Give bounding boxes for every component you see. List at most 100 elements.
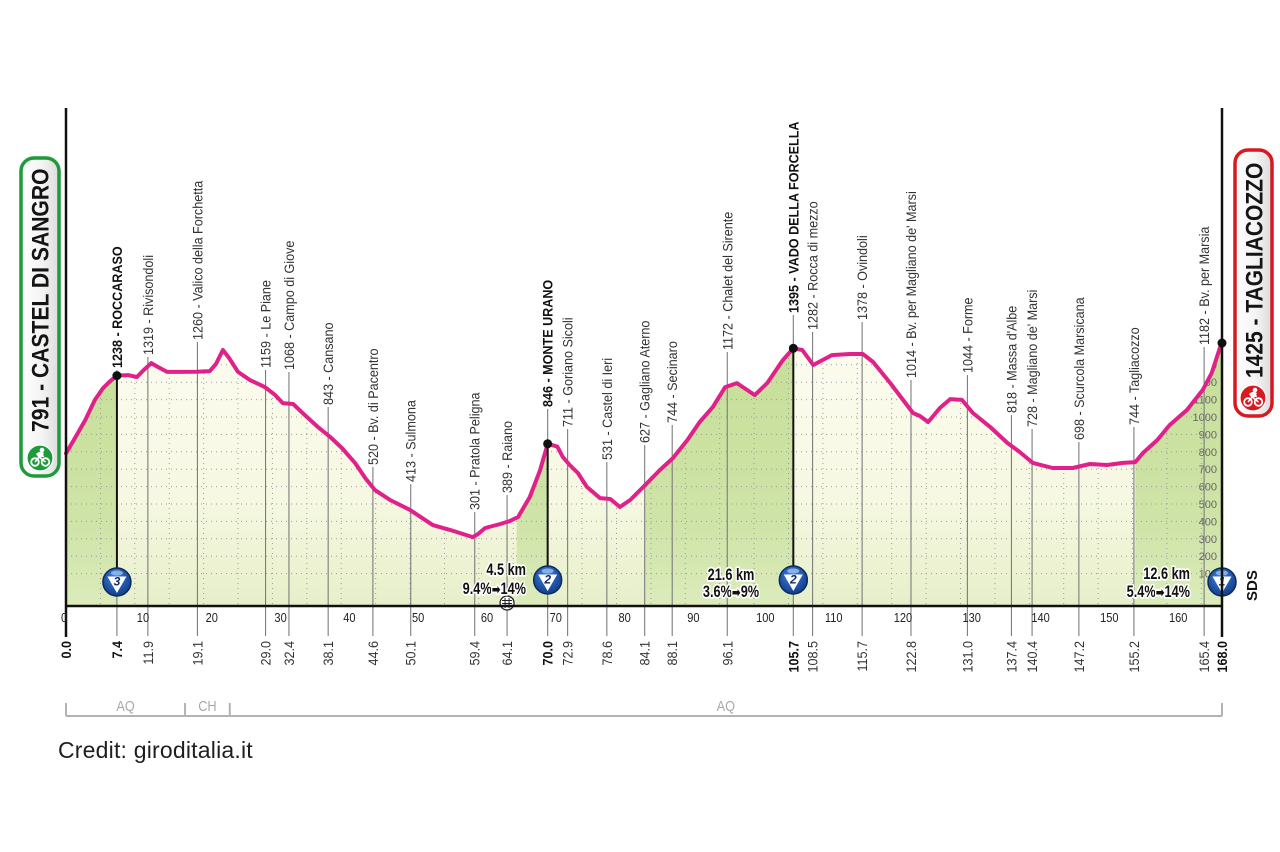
km-marker-label: 29.0	[258, 641, 274, 665]
y-tick-label: 300	[1199, 534, 1217, 546]
waypoint-label: 520 - Bv. di Pacentro	[365, 348, 381, 465]
climb-shading	[1135, 343, 1222, 606]
arrow-right-icon: ➡	[492, 582, 501, 598]
km-marker-label: 137.4	[1004, 641, 1020, 672]
start-finish-layer: 791 - CASTEL DI SANGRO 1425 - TAGLIACOZZO	[19, 148, 1274, 478]
credit-text: Credit: giroditalia.it	[58, 737, 253, 763]
km-marker-label: 50.1	[403, 641, 419, 665]
kom-triangle-icon	[783, 574, 803, 591]
waypoint-label: 301 - Pratola Peligna	[467, 392, 483, 510]
x-tick-label: 10	[137, 610, 150, 625]
km-marker-label: 72.9	[560, 641, 576, 665]
y-tick-label: 1100	[1193, 395, 1217, 407]
waypoint-label: 1238 - ROCCARASO	[109, 246, 125, 368]
km-marker-label: 155.2	[1126, 641, 1142, 672]
waypoint-lines-layer	[116, 315, 1205, 636]
waypoint-label: 1395 - VADO DELLA FORCELLA	[786, 121, 802, 313]
y-tick-label: 1000	[1193, 412, 1217, 424]
km-marker-label: 147.2	[1071, 641, 1087, 672]
rider-head	[39, 447, 45, 453]
km-marker-label: 44.6	[365, 641, 381, 665]
climb-markers-layer: 3221SDS	[102, 338, 1261, 611]
region-label: AQ	[116, 697, 135, 714]
start-bicycle-icon	[26, 444, 54, 472]
finish-box-frame	[1233, 148, 1274, 418]
climb-info-layer: 4.5 km9.4%➡14%21.6 km3.6%➡9%12.6 km5.4%➡…	[461, 559, 1191, 603]
km-marker-label: 11.9	[140, 641, 156, 665]
kom-category-icon: 2	[778, 565, 809, 595]
x-tick-label: 80	[618, 610, 631, 625]
x-tick-label: 70	[550, 610, 563, 625]
bicycle-wheel-rear	[30, 457, 40, 467]
km-marker-label: 78.6	[599, 641, 615, 665]
x-tick-label: 160	[1169, 610, 1188, 625]
kom-triangle-icon	[538, 574, 558, 591]
x-tick-label: 140	[1031, 610, 1050, 625]
y-tick-label: 200	[1199, 551, 1217, 563]
km-marker-label: 105.7	[786, 641, 802, 672]
x-tick-label: 150	[1100, 610, 1119, 625]
climb-length: 12.6 km	[1143, 564, 1190, 583]
gradient-max: 14%	[500, 579, 526, 598]
x-tick-label: 90	[687, 610, 700, 625]
x-tick-label: 30	[274, 610, 287, 625]
km-marker-label: 131.0	[960, 641, 976, 672]
x-tick-label: 40	[343, 610, 356, 625]
arrow-right-icon: ➡	[1156, 585, 1165, 601]
gradient-max: 9%	[741, 582, 759, 601]
waypoint-label: 843 - Cansano	[321, 322, 337, 405]
waypoint-label: 1044 - Forme	[960, 297, 976, 373]
start-location-label: 791 - CASTEL DI SANGRO	[27, 168, 54, 432]
km-marker-label: 96.1	[720, 641, 736, 665]
km-marker-label: 70.0	[540, 641, 556, 665]
kom-triangle-icon	[107, 576, 127, 593]
climb-gradient: 3.6%➡9%	[703, 582, 759, 601]
km-marker-label: 64.1	[499, 641, 515, 665]
waypoint-label: 744 - Tagliacozzo	[1126, 327, 1142, 425]
profile-fill-layer	[66, 343, 1222, 606]
region-label: AQ	[717, 697, 736, 714]
arrow-right-icon: ➡	[732, 585, 741, 601]
x-tick-label: 110	[825, 610, 843, 625]
waypoint-label: 627 - Gagliano Aterno	[637, 321, 653, 443]
y-tick-label: 400	[1199, 516, 1217, 528]
elevation-line	[64, 341, 1224, 540]
waypoint-label: 1378 - Ovindoli	[855, 235, 871, 320]
climb-gradient: 9.4%➡14%	[463, 579, 526, 598]
km-marker-label: 84.1	[637, 641, 653, 665]
waypoint-label: 698 - Scurcola Marsicana	[1071, 297, 1087, 440]
gradient-average: 9.4%	[463, 579, 492, 598]
climb-length: 4.5 km	[486, 560, 526, 579]
y-tick-label: 700	[1199, 464, 1217, 476]
waypoint-labels-layer: 1238 - ROCCARASO 7.4 1319 - Rivisondoli 11.…	[58, 121, 1230, 672]
gradient-max: 14%	[1164, 582, 1190, 601]
km-marker-label: 7.4	[109, 640, 125, 658]
x-tick-label: 100	[756, 610, 775, 625]
km-marker-label: 38.1	[321, 641, 337, 665]
km-marker-label: 165.4	[1196, 641, 1212, 672]
km-marker-finish: 168.0	[1214, 641, 1230, 672]
kom-category-icon: 2	[532, 565, 563, 595]
sds-label: SDS	[1244, 570, 1261, 601]
elevation-line-layer	[64, 341, 1224, 540]
km-marker-label: 140.4	[1024, 641, 1040, 672]
bicycle-wheel-front	[40, 457, 51, 467]
waypoint-label: 389 - Raiano	[499, 421, 515, 493]
waypoint-label: 711 - Goriano Sicoli	[560, 317, 576, 427]
bicycle-wheel-front	[1253, 397, 1264, 407]
rider-head	[1252, 387, 1258, 393]
y-tick-label: 500	[1199, 499, 1217, 511]
axes-layer: 0 10 20 30 40 50 60 70 80 90 100 110 120 130 140 150 160	[61, 108, 1224, 637]
start-location-box: 791 - CASTEL DI SANGRO	[19, 156, 61, 478]
gradient-average: 3.6%	[703, 582, 732, 601]
km-marker-label: 115.7	[855, 641, 871, 672]
waypoint-label: 413 - Sulmona	[403, 400, 419, 482]
kom-category-icon: 3	[102, 567, 132, 597]
km-marker-label: 108.5	[805, 641, 821, 672]
x-tick-label: 20	[206, 610, 219, 625]
rider-body	[1249, 391, 1257, 397]
start-box-frame	[19, 156, 61, 478]
kom-icon-highlight	[787, 568, 800, 574]
summit-dot	[112, 371, 122, 381]
